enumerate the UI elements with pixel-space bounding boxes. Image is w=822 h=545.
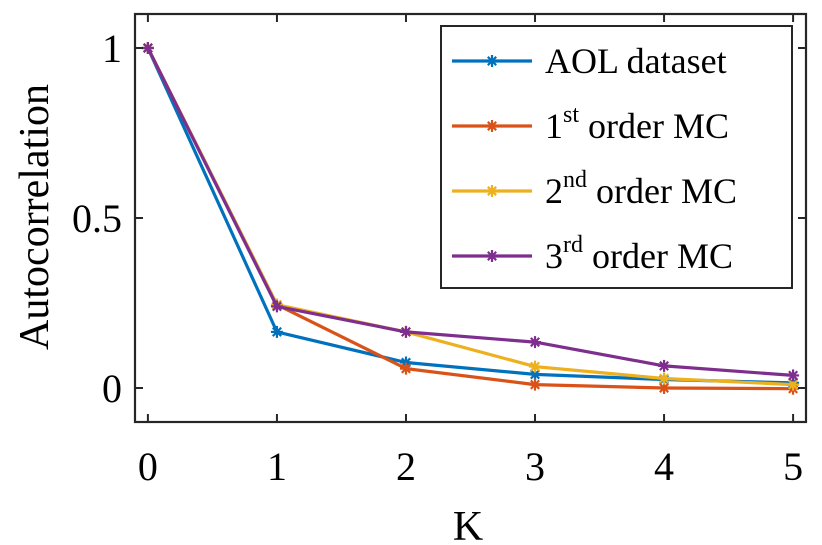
data-point [787, 378, 800, 391]
x-tick-label: 2 [396, 444, 416, 489]
legend: AOL dataset 1st order MC 2nd order MC 3rd o… [440, 25, 793, 289]
series-line-4 [146, 47, 794, 377]
y-axis-title: Autocorrelation [12, 84, 58, 350]
data-point [270, 300, 283, 313]
data-point [787, 369, 800, 382]
legend-label: 1st order MC [545, 102, 729, 146]
x-tick-label: 4 [654, 444, 674, 489]
x-axis-title: K [453, 504, 483, 545]
data-point [141, 42, 154, 54]
legend-label: 3rd order MC [545, 232, 733, 276]
data-point [399, 325, 412, 338]
x-tick-label: 0 [138, 444, 158, 489]
legend-marker [486, 55, 498, 67]
y-tick-label: 0 [102, 366, 122, 411]
data-point [270, 325, 283, 338]
legend-box [440, 25, 793, 289]
data-point [529, 378, 542, 391]
x-tick-label: 1 [267, 444, 287, 489]
y-axis-ticks: 00.51 [72, 26, 806, 411]
data-point [399, 362, 412, 375]
data-point [529, 360, 542, 373]
data-point [529, 336, 542, 349]
data-point [658, 372, 671, 385]
legend-label: 2nd order MC [545, 167, 737, 211]
legend-marker [486, 250, 498, 262]
y-tick-label: 0.5 [72, 196, 122, 241]
legend-marker [486, 185, 498, 197]
y-tick-label: 1 [102, 26, 122, 71]
data-point [658, 359, 671, 372]
legend-label: AOL dataset [545, 41, 727, 81]
x-tick-label: 3 [525, 444, 545, 489]
x-tick-label: 5 [783, 444, 803, 489]
legend-marker [486, 120, 498, 132]
plot-area [133, 12, 808, 424]
x-axis-ticks: 0 1 2 3 4 5 [138, 14, 803, 489]
